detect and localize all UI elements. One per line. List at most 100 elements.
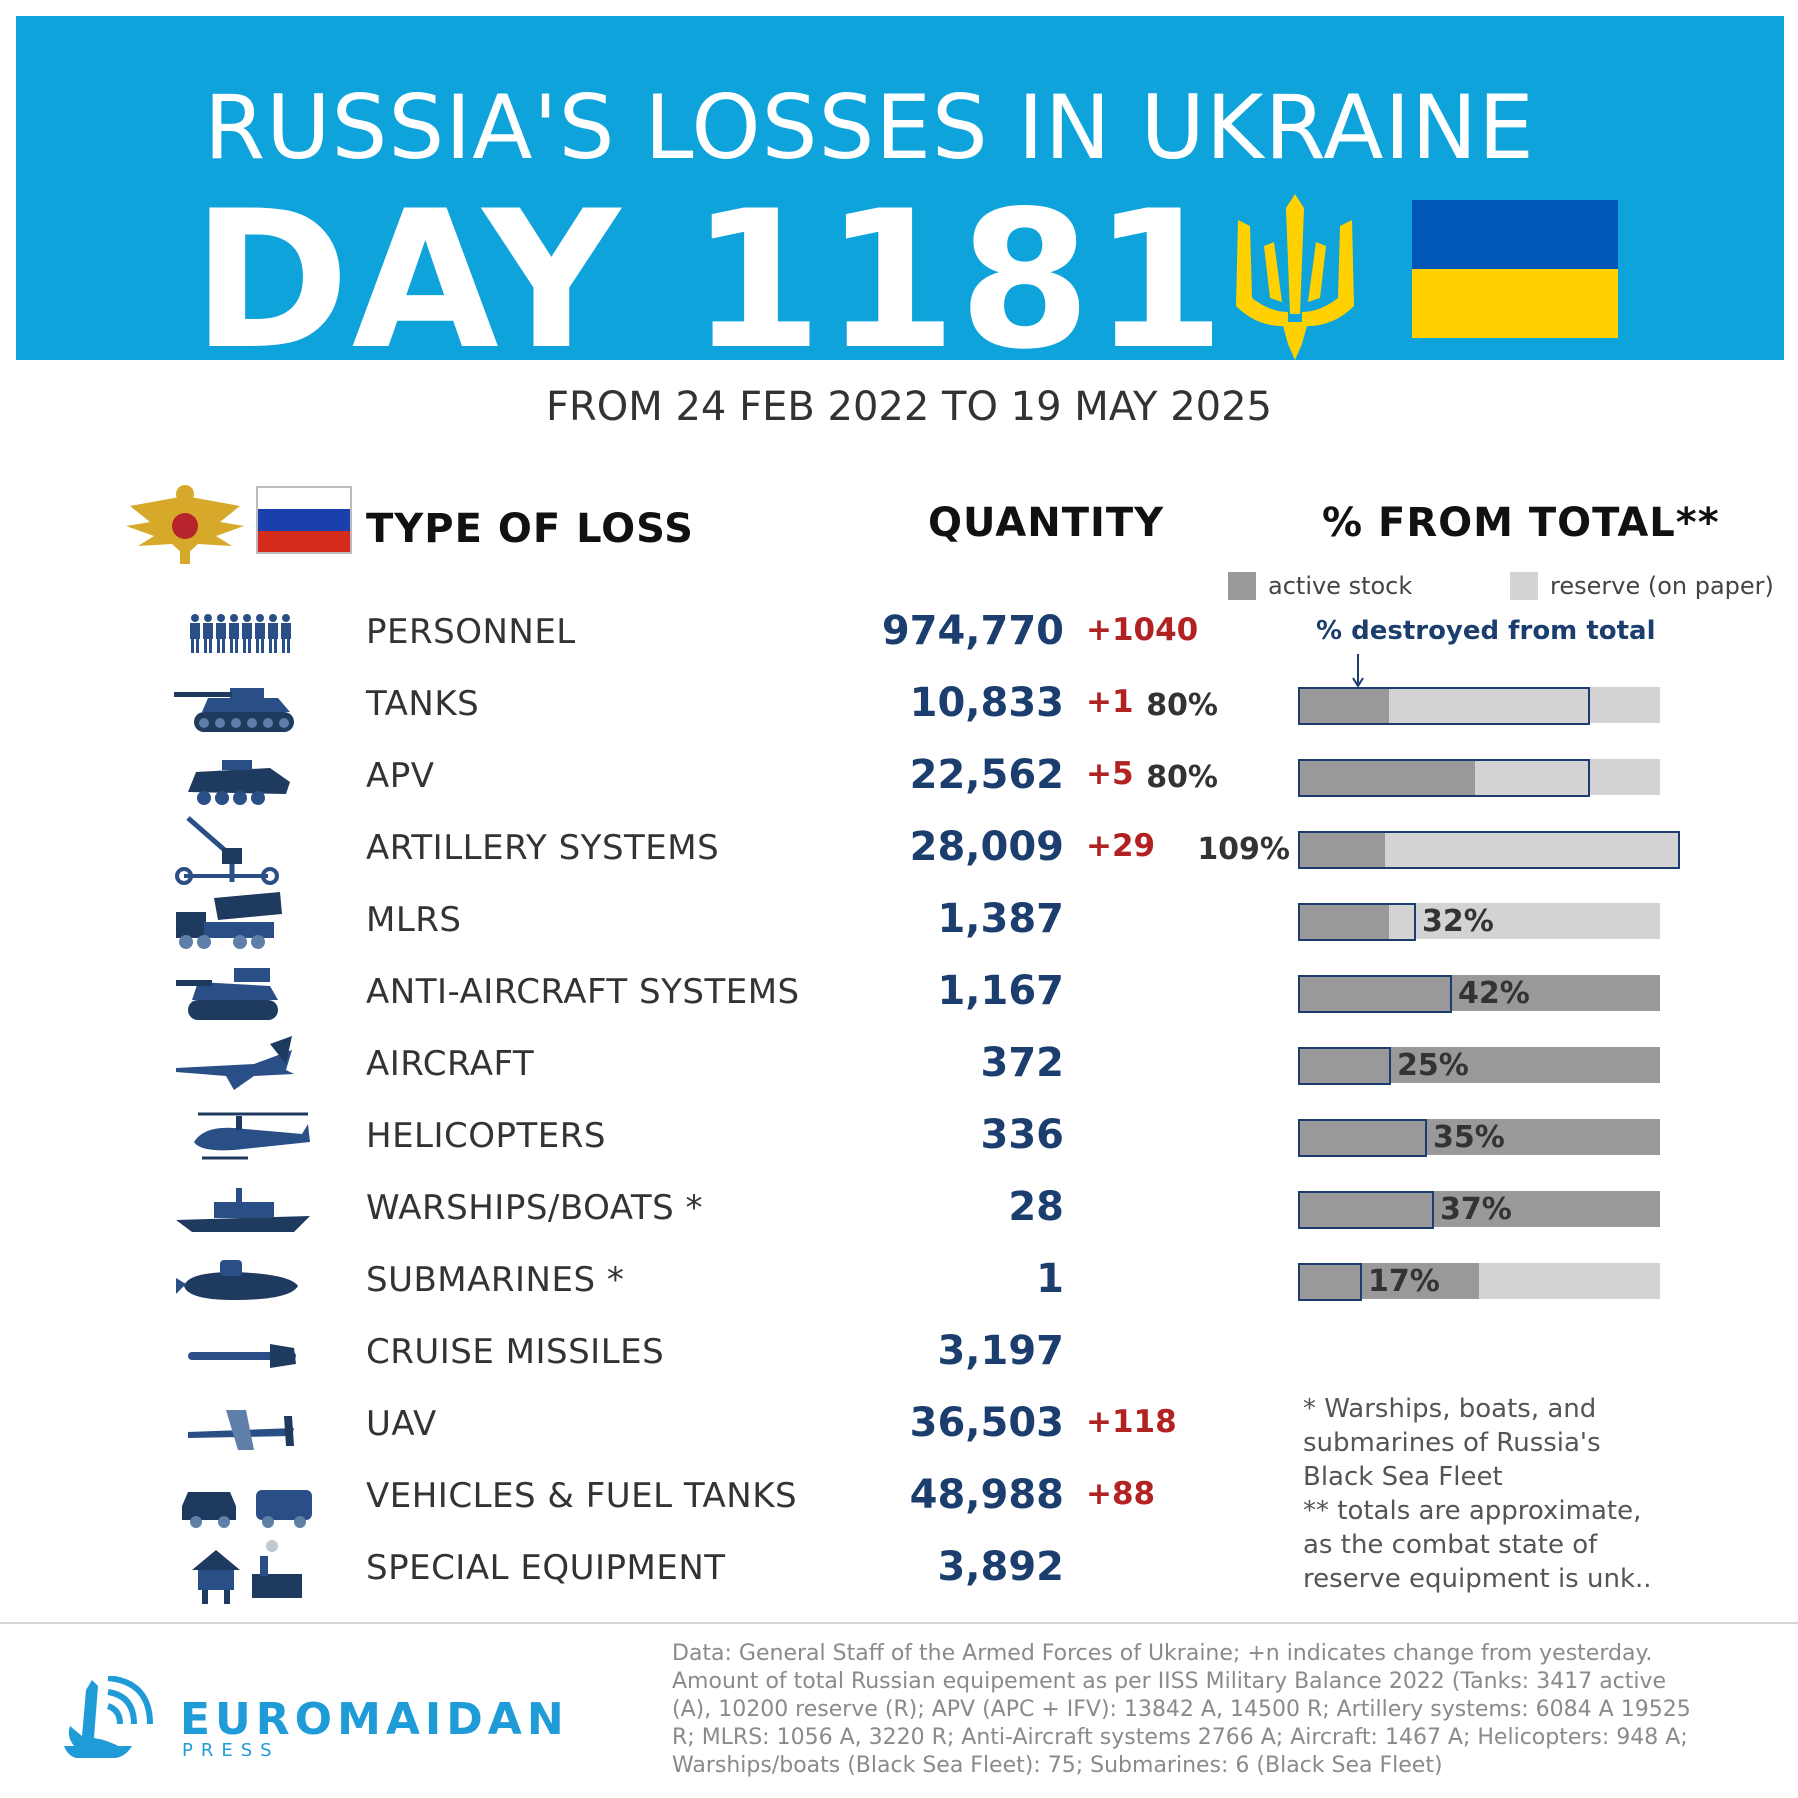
date-range: FROM 24 FEB 2022 TO 19 MAY 2025 (545, 384, 1273, 430)
bar-active (1298, 903, 1389, 939)
table-row: VEHICLES & FUEL TANKS 48,988 +88 (0, 1462, 1798, 1534)
special-equipment-icon (192, 1540, 302, 1604)
table-row: ARTILLERY SYSTEMS 28,009 +29 109% (0, 814, 1798, 886)
legend-active-label: active stock (1268, 572, 1413, 600)
table-row: SPECIAL EQUIPMENT 3,892 (0, 1534, 1798, 1606)
loss-type-label: CRUISE MISSILES (366, 1332, 665, 1372)
percent-label: 35% (1433, 1120, 1505, 1155)
loss-type-label: ANTI-AIRCRAFT SYSTEMS (366, 972, 800, 1012)
bar-destroyed (1298, 831, 1680, 869)
russian-emblem-icon (126, 485, 244, 564)
table-row: APV 22,562 +5 80% (0, 742, 1798, 814)
loss-type-label: APV (366, 756, 435, 796)
anti-aircraft-icon (176, 968, 278, 1020)
aircraft-icon (176, 1036, 294, 1090)
loss-type-label: PERSONNEL (366, 612, 576, 652)
table-row: SUBMARINES * 1 17% (0, 1246, 1798, 1318)
bar-destroyed (1298, 687, 1590, 725)
uav-icon (188, 1410, 294, 1450)
table-row: MLRS 1,387 32% (0, 886, 1798, 958)
down-arrow-icon (1352, 654, 1364, 688)
footnote: * Warships, boats, and submarines of Rus… (1303, 1394, 1652, 1594)
loss-type-label: MLRS (366, 900, 462, 940)
source-note: Data: General Staff of the Armed Forces … (672, 1641, 1691, 1778)
legend-reserve: reserve (on paper) (1510, 572, 1774, 600)
bar-destroyed (1298, 1191, 1434, 1229)
table-row: ANTI-AIRCRAFT SYSTEMS 1,167 42% (0, 958, 1798, 1030)
page-title: RUSSIA'S LOSSES IN UKRAINE (204, 76, 1535, 179)
ukraine-flag-icon (1412, 200, 1618, 338)
loss-type-label: VEHICLES & FUEL TANKS (366, 1476, 798, 1516)
loss-quantity: 1,167 (937, 968, 1064, 1014)
legend-active-swatch (1228, 572, 1256, 600)
bar-destroyed (1298, 1119, 1427, 1157)
loss-type-label: TANKS (366, 684, 480, 724)
header-type: TYPE OF LOSS (366, 506, 694, 552)
table-row: UAV 36,503 +118 (0, 1390, 1798, 1462)
daily-change: +88 (1086, 1476, 1156, 1512)
loss-quantity: 10,833 (909, 680, 1064, 726)
brand-subtitle: PRESS (182, 1740, 280, 1761)
bar-destroyed (1298, 1263, 1362, 1301)
daily-change: +118 (1086, 1404, 1177, 1440)
daily-change: +1040 (1086, 612, 1199, 648)
artillery-icon (175, 816, 279, 885)
daily-change: +5 (1086, 756, 1134, 792)
russia-flag-icon (256, 486, 352, 554)
loss-quantity: 22,562 (909, 752, 1064, 798)
trident-icon (1236, 194, 1354, 360)
bar-destroyed (1298, 759, 1590, 797)
euromaidan-logo-icon (64, 1676, 153, 1758)
loss-quantity: 336 (980, 1112, 1065, 1158)
loss-type-label: UAV (366, 1404, 437, 1444)
header-quantity: QUANTITY (928, 500, 1165, 546)
loss-type-label: ARTILLERY SYSTEMS (366, 828, 720, 868)
title-banner: RUSSIA'S LOSSES IN UKRAINE DAY 1181 (16, 16, 1784, 385)
loss-quantity: 3,197 (937, 1328, 1064, 1374)
loss-quantity: 3,892 (937, 1544, 1064, 1590)
loss-quantity: 1,387 (937, 896, 1064, 942)
table-row: HELICOPTERS 336 35% (0, 1102, 1798, 1174)
bar-destroyed (1298, 975, 1452, 1013)
tank-icon (174, 688, 294, 732)
loss-quantity: 28 (1008, 1184, 1064, 1230)
percent-label: 109% (1197, 832, 1290, 867)
loss-type-label: SUBMARINES * (366, 1260, 625, 1300)
mlrs-icon (176, 892, 282, 949)
loss-type-label: HELICOPTERS (366, 1116, 606, 1156)
destroyed-caption: % destroyed from total (1316, 616, 1656, 646)
bar-active (1298, 975, 1660, 1011)
table-row: CRUISE MISSILES 3,197 (0, 1318, 1798, 1390)
loss-quantity: 1 (1036, 1256, 1064, 1302)
submarine-icon (176, 1260, 298, 1300)
cruise-missile-icon (188, 1344, 296, 1368)
percent-label: 42% (1458, 976, 1530, 1011)
bar-active (1298, 1047, 1660, 1083)
percent-label: 80% (1146, 688, 1218, 723)
loss-type-label: SPECIAL EQUIPMENT (366, 1548, 726, 1588)
apv-icon (188, 760, 290, 805)
loss-type-label: AIRCRAFT (366, 1044, 535, 1084)
bar-active (1298, 1191, 1660, 1227)
loss-quantity: 48,988 (909, 1472, 1064, 1518)
soldiers-icon (190, 614, 291, 653)
day-counter: DAY 1181 (192, 170, 1228, 391)
bar-destroyed (1298, 903, 1416, 941)
bar-active (1298, 1119, 1660, 1155)
percent-label: 17% (1368, 1264, 1440, 1299)
bar-active (1298, 831, 1385, 867)
brand-name: EUROMAIDAN (180, 1694, 569, 1745)
legend-reserve-swatch (1510, 572, 1538, 600)
percent-label: 32% (1422, 904, 1494, 939)
percent-label: 80% (1146, 760, 1218, 795)
table-row: TANKS 10,833 +1 80% (0, 670, 1798, 742)
bar-active (1298, 759, 1475, 795)
footer-divider (0, 1622, 1798, 1624)
daily-change: +29 (1086, 828, 1156, 864)
loss-type-label: WARSHIPS/BOATS * (366, 1188, 704, 1228)
loss-quantity: 974,770 (881, 608, 1064, 654)
legend-active: active stock (1228, 572, 1412, 600)
legend-reserve-label: reserve (on paper) (1550, 572, 1774, 600)
table-row: AIRCRAFT 372 25% (0, 1030, 1798, 1102)
warship-icon (176, 1188, 310, 1232)
